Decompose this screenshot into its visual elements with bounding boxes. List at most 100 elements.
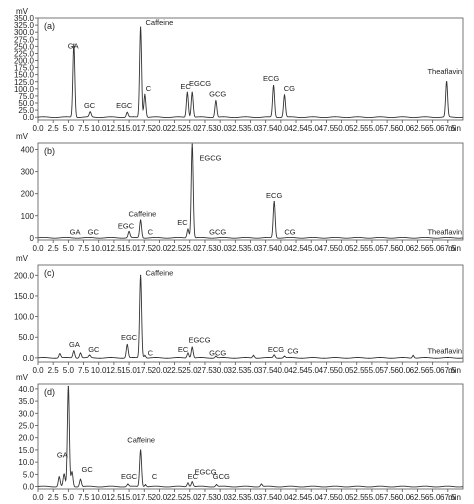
x-tick-label: 2.5	[48, 244, 60, 253]
x-unit-label: min	[448, 124, 461, 133]
x-tick-label: 7.5	[78, 244, 90, 253]
x-tick-label: 10.0	[91, 124, 107, 133]
plot-frame	[37, 264, 464, 363]
peak-unlabeled	[67, 385, 69, 388]
x-tick-label: 30.0	[212, 493, 228, 502]
x-tick-label: 22.5	[167, 244, 183, 253]
x-tick-label: 62.5	[410, 124, 426, 133]
x-tick-label: 37.5	[258, 366, 274, 375]
peak-ec	[187, 228, 189, 230]
x-tick-label: 10.0	[91, 244, 107, 253]
x-tick-label: 67.5	[440, 244, 456, 253]
x-tick-label: 0.0	[32, 366, 44, 375]
x-tick-label: 40.0	[273, 366, 289, 375]
peak-label: Caffeine	[127, 436, 155, 445]
x-tick-label: 45.0	[303, 244, 319, 253]
peak-label: CG	[287, 347, 298, 356]
x-tick-label: 42.5	[288, 493, 304, 502]
x-tick-label: 57.5	[379, 244, 395, 253]
x-tick-label: 25.0	[182, 366, 198, 375]
x-tick-label: 15.0	[121, 244, 137, 253]
x-tick-label: 5.0	[63, 244, 75, 253]
x-tick-label: 35.0	[243, 244, 259, 253]
y-tick-label: 25.0	[18, 422, 34, 431]
peak-label: GCG	[209, 348, 226, 357]
x-tick-label: 22.5	[167, 493, 183, 502]
peak-label: EGCG	[188, 336, 210, 345]
peak-gcg	[215, 484, 218, 486]
x-tick-label: 5.0	[63, 493, 75, 502]
chromatogram-trace	[37, 275, 464, 359]
peak-egcg	[191, 91, 193, 93]
x-tick-label: 45.0	[303, 124, 319, 133]
x-tick-label: 60.0	[394, 124, 410, 133]
peak-label: ECG	[263, 74, 279, 83]
peak-label: EGC	[121, 333, 138, 342]
peak-gc	[89, 354, 91, 356]
peak-caffeine	[140, 274, 142, 276]
peak-c	[144, 93, 146, 96]
chromatogram-panel: 0.0 50.0 100.0 150.0 200.0 0.0 2.5 5.0 7.5 10.0 12…	[14, 254, 464, 375]
y-tick-label: 400	[21, 146, 35, 155]
peak-label: EGCG	[195, 467, 217, 476]
peak-label: C	[146, 84, 152, 93]
y-unit-label: mV	[16, 373, 29, 382]
x-tick-label: 0.0	[32, 124, 44, 133]
peak-ga	[73, 43, 75, 45]
x-tick-label: 17.5	[136, 366, 152, 375]
x-tick-label: 45.0	[303, 493, 319, 502]
x-tick-label: 12.5	[106, 124, 122, 133]
y-tick-label: 15.0	[18, 446, 34, 455]
x-tick-label: 15.0	[121, 493, 137, 502]
peak-label: GC	[88, 345, 100, 354]
peak-label: ECG	[268, 345, 284, 354]
x-tick-label: 37.5	[258, 493, 274, 502]
peak-label: GC	[82, 465, 94, 474]
x-tick-label: 40.0	[273, 493, 289, 502]
x-tick-label: 20.0	[152, 244, 168, 253]
peak-c	[144, 484, 147, 486]
peak-caffeine	[140, 449, 142, 451]
x-tick-label: 42.5	[288, 244, 304, 253]
peak-label: ECG	[266, 191, 282, 200]
x-tick-label: 25.0	[182, 244, 198, 253]
y-tick-label: 200.0	[14, 57, 35, 66]
peak-label: GA	[69, 340, 80, 349]
x-tick-label: 32.5	[228, 493, 244, 502]
panel-label: (d)	[44, 387, 55, 397]
peak-label: EC	[180, 82, 191, 91]
x-tick-label: 65.0	[425, 493, 441, 502]
peak-label: C	[148, 348, 154, 357]
y-tick-label: 275.0	[14, 35, 35, 44]
x-tick-label: 27.5	[197, 244, 213, 253]
x-tick-label: 62.5	[410, 244, 426, 253]
peak-ga	[73, 350, 75, 352]
x-tick-label: 40.0	[273, 124, 289, 133]
peak-label: EC	[177, 218, 188, 227]
x-tick-label: 47.5	[319, 124, 335, 133]
x-tick-label: 67.5	[440, 124, 456, 133]
chromatogram-panel: 0 100 200 300 400 0.0 2.5 5.0 7.5 10.0 12.5 15.0 17.…	[16, 132, 464, 253]
x-tick-label: 10.0	[91, 366, 107, 375]
y-tick-label: 125.0	[14, 78, 35, 87]
y-tick-label: 300	[21, 168, 35, 177]
y-tick-label: 150.0	[14, 71, 35, 80]
peak-egc	[126, 344, 128, 346]
x-tick-label: 35.0	[243, 493, 259, 502]
peak-ec	[187, 352, 189, 354]
chromatogram-trace	[37, 144, 464, 239]
x-tick-label: 62.5	[410, 366, 426, 375]
x-tick-label: 5.0	[63, 124, 75, 133]
y-tick-label: 200.0	[14, 271, 35, 280]
x-tick-label: 55.0	[364, 366, 380, 375]
y-tick-label: 0.0	[23, 354, 35, 363]
x-tick-label: 15.0	[121, 366, 137, 375]
x-tick-label: 55.0	[364, 493, 380, 502]
x-tick-label: 27.5	[197, 124, 213, 133]
y-tick-label: 225.0	[14, 49, 35, 58]
peak-label: GC	[88, 227, 100, 236]
peak-label: Theaflavin	[427, 67, 462, 76]
x-tick-label: 20.0	[152, 366, 168, 375]
peak-ecg	[273, 200, 275, 203]
